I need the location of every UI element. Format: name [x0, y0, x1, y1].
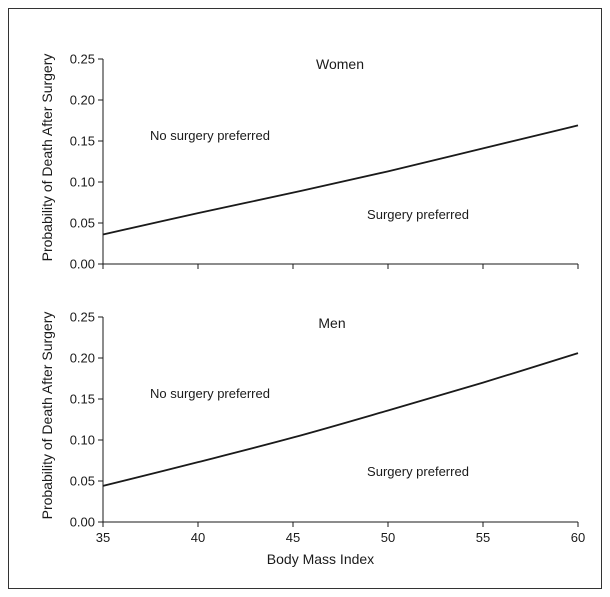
y-axis-title: Probability of Death After Surgery	[39, 312, 55, 520]
figure-frame	[8, 8, 602, 589]
series-line	[102, 352, 579, 487]
annotation-no-surgery-preferred: No surgery preferred	[150, 128, 270, 143]
y-tick-label: 0.15	[70, 392, 95, 407]
series-line	[102, 124, 579, 236]
y-tick-label: 0.10	[70, 175, 95, 190]
panel-title: Women	[316, 56, 364, 72]
x-tick-label: 55	[476, 530, 490, 545]
x-tick-label: 45	[286, 530, 300, 545]
annotation-no-surgery-preferred: No surgery preferred	[150, 386, 270, 401]
y-tick-label: 0.10	[70, 433, 95, 448]
y-tick-label: 0.05	[70, 474, 95, 489]
y-tick-label: 0.15	[70, 134, 95, 149]
y-tick-label: 0.00	[70, 515, 95, 530]
panel-title: Men	[318, 315, 345, 331]
x-axis-title: Body Mass Index	[267, 551, 374, 567]
x-tick-label: 60	[571, 530, 585, 545]
y-tick-label: 0.25	[70, 52, 95, 67]
annotation-surgery-preferred: Surgery preferred	[367, 464, 469, 479]
y-tick-label: 0.25	[70, 310, 95, 325]
annotation-surgery-preferred: Surgery preferred	[367, 207, 469, 222]
x-tick-label: 35	[96, 530, 110, 545]
y-tick-label: 0.00	[70, 257, 95, 272]
x-tick-label: 40	[191, 530, 205, 545]
y-axis-title: Probability of Death After Surgery	[39, 54, 55, 262]
y-tick-label: 0.20	[70, 351, 95, 366]
y-tick-label: 0.05	[70, 216, 95, 231]
panel-men: 0.00 0.05 0.10 0.15 0.20 0.25 35 40 45 50 55 60 Prob…	[39, 310, 585, 568]
panel-women: 0.00 0.05 0.10 0.15 0.20 0.25 Probability of D…	[39, 52, 579, 272]
y-tick-label: 0.20	[70, 93, 95, 108]
x-tick-label: 50	[381, 530, 395, 545]
